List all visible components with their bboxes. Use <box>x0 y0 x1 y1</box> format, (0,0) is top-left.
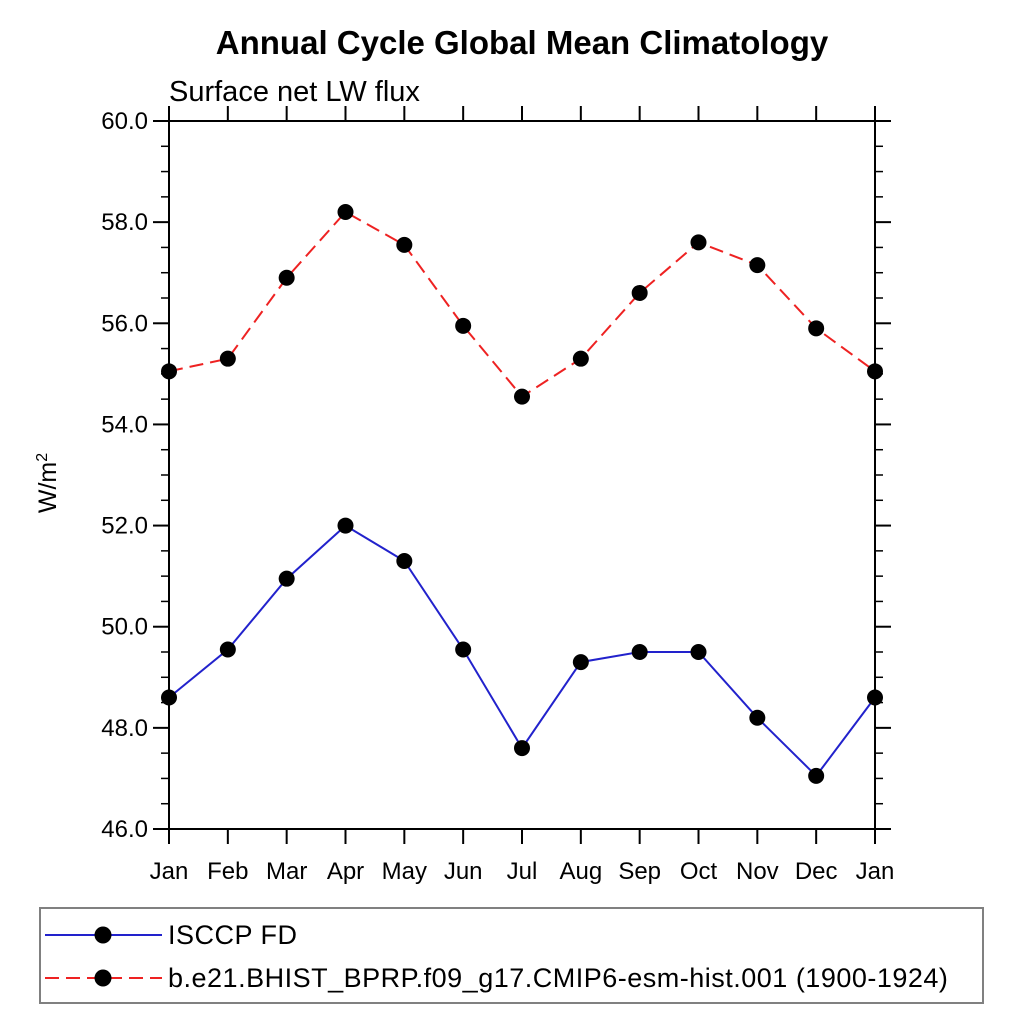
x-tick-label: Feb <box>207 858 248 885</box>
data-point-marker-series-1 <box>455 317 472 334</box>
data-point-marker-series-1 <box>514 388 530 405</box>
x-tick-label: Oct <box>680 858 718 885</box>
data-point-marker-series-1 <box>337 204 354 221</box>
legend-marker-1 <box>94 969 112 987</box>
x-tick-label: Jul <box>507 858 538 885</box>
legend-label-1: b.e21.BHIST_BPRP.f09_g17.CMIP6-esm-hist.… <box>168 963 948 993</box>
y-tick-label: 56.0 <box>101 310 148 337</box>
data-point-marker-series-1 <box>690 234 707 251</box>
data-point-marker-series-1 <box>867 363 883 380</box>
x-tick-label: Dec <box>795 858 838 885</box>
y-tick-label: 46.0 <box>101 816 148 843</box>
plot-area: 46.0 48.0 50.0 52.0 54.0 56.0 58.0 60.0 Jan Feb Ma… <box>101 106 894 885</box>
data-point-marker-series-0 <box>690 644 707 660</box>
data-point-marker-series-0 <box>749 709 766 726</box>
legend-border <box>39 907 984 1004</box>
x-tick-label: Aug <box>559 858 602 885</box>
y-tick-label: 52.0 <box>101 513 148 540</box>
x-tick-label: Mar <box>266 858 307 885</box>
data-point-marker-series-0 <box>867 689 883 706</box>
plot-frame <box>168 120 876 830</box>
series-line-0 <box>168 524 876 778</box>
series-line-1 <box>168 210 876 398</box>
data-point-marker-series-0 <box>455 641 472 658</box>
x-tick-label: Jan <box>856 858 895 885</box>
legend-label-0: ISCCP FD <box>168 920 298 950</box>
data-point-marker-series-0 <box>514 740 530 757</box>
data-point-marker-series-0 <box>337 517 354 534</box>
x-tick-label: Jun <box>444 858 483 885</box>
x-tick-label: Nov <box>736 858 779 885</box>
data-point-marker-series-0 <box>631 644 648 660</box>
x-tick-label: Jan <box>150 858 189 885</box>
legend-entries: ISCCP FD b.e21.BHIST_BPRP.f09_g17.CMIP6-e… <box>45 920 948 993</box>
x-tick-label: Sep <box>618 858 661 885</box>
data-point-marker-series-1 <box>219 350 236 367</box>
chart-subtitle: Surface net LW flux <box>169 76 420 108</box>
data-point-marker-series-0 <box>396 552 413 569</box>
y-axis-title-superscript: 2 <box>34 453 51 462</box>
y-tick-label: 48.0 <box>101 715 148 742</box>
data-point-marker-series-0 <box>219 641 236 658</box>
data-point-marker-series-0 <box>161 689 177 706</box>
y-tick-label: 58.0 <box>101 209 148 236</box>
legend: ISCCP FD b.e21.BHIST_BPRP.f09_g17.CMIP6-e… <box>39 907 984 1004</box>
data-point-marker-series-1 <box>396 236 413 253</box>
data-point-marker-series-0 <box>808 767 825 784</box>
data-point-marker-series-1 <box>278 269 295 286</box>
chart-title: Annual Cycle Global Mean Climatology <box>216 24 829 61</box>
y-axis-title: W/m2 <box>34 453 62 513</box>
data-point-marker-series-1 <box>749 257 766 274</box>
data-point-marker-series-1 <box>161 363 177 380</box>
data-point-marker-series-0 <box>572 654 589 671</box>
data-point-marker-series-1 <box>631 284 648 301</box>
y-axis-title-base: W/m <box>34 462 62 513</box>
y-tick-label: 54.0 <box>101 411 148 438</box>
data-point-marker-series-1 <box>808 320 825 337</box>
y-tick-label: 50.0 <box>101 614 148 641</box>
legend-marker-0 <box>94 926 112 944</box>
data-point-marker-series-1 <box>572 350 589 367</box>
data-point-marker-series-0 <box>278 570 295 587</box>
x-tick-label: Apr <box>327 858 364 885</box>
y-tick-label: 60.0 <box>101 108 148 135</box>
x-tick-label: May <box>382 858 427 885</box>
